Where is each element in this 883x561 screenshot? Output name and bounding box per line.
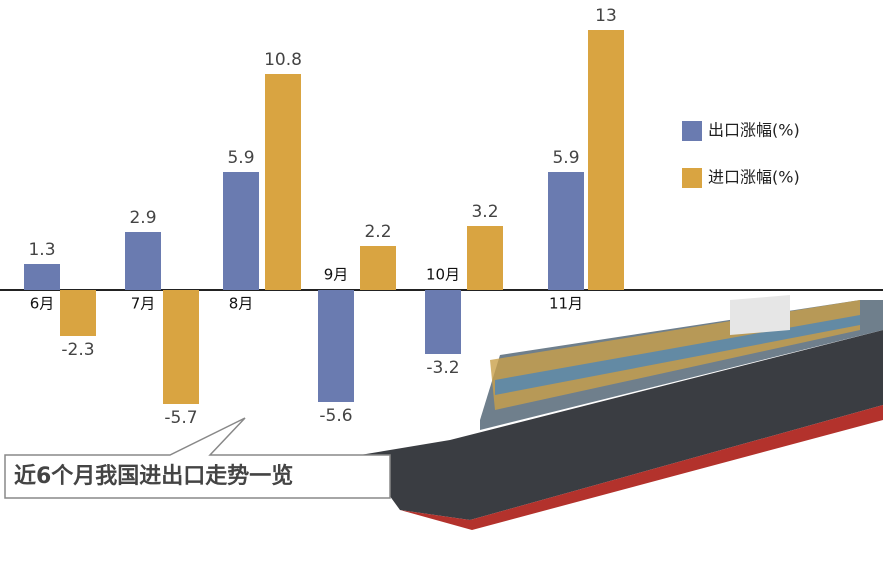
bar [125,232,161,290]
legend-swatch [682,168,702,188]
data-label: 5.9 [227,148,254,168]
bar [425,290,461,354]
x-tick-label: 11月 [549,295,583,313]
x-tick-label: 10月 [426,266,460,284]
bar [360,246,396,290]
bar [24,264,60,290]
data-label: 13 [595,6,617,26]
chart-title: 近6个月我国进出口走势一览 [14,463,293,489]
bar [163,290,199,404]
data-label: 2.9 [129,208,156,228]
bar [548,172,584,290]
x-tick-label: 8月 [229,295,254,313]
data-label: -2.3 [61,340,94,360]
legend-label: 进口涨幅(%) [708,168,800,187]
ship-illustration [360,295,883,530]
data-label: 5.9 [552,148,579,168]
data-label: -3.2 [426,358,459,378]
legend-swatch [682,121,702,141]
legend-label: 出口涨幅(%) [708,121,800,140]
data-label: -5.6 [319,406,352,426]
bar [223,172,259,290]
bar [265,74,301,290]
data-label: 1.3 [28,240,55,260]
title-callout [4,417,391,499]
bar [318,290,354,402]
data-label: 2.2 [364,222,391,242]
x-tick-label: 9月 [324,266,349,284]
x-tick-label: 7月 [131,295,156,313]
bar [60,290,96,336]
data-label: 3.2 [471,202,498,222]
bar [588,30,624,290]
data-label: 10.8 [264,50,302,70]
data-label: -5.7 [164,408,197,428]
bar [467,226,503,290]
x-tick-label: 6月 [30,295,55,313]
